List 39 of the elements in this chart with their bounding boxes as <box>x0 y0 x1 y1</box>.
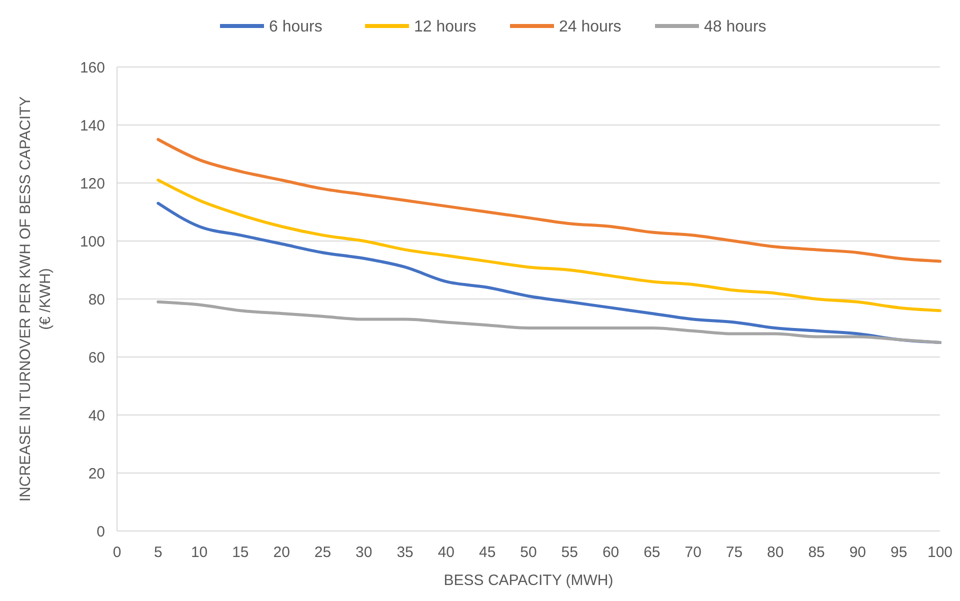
x-tick-label: 45 <box>479 544 496 561</box>
legend-label: 48 hours <box>704 18 766 36</box>
y-tick-label: 100 <box>80 233 105 250</box>
line-series <box>156 138 942 263</box>
x-tick-label: 10 <box>190 544 208 561</box>
y-tick-label: 40 <box>88 407 105 424</box>
x-tick-label: 55 <box>561 544 578 561</box>
x-tick-label: 70 <box>684 544 702 561</box>
y-tick-label: 80 <box>88 291 105 308</box>
x-tick-label: 25 <box>314 544 332 561</box>
x-tick-label: 60 <box>602 544 620 561</box>
y-tick-label: 60 <box>88 349 105 366</box>
y-tick-label: 120 <box>80 175 105 192</box>
x-tick-label: 5 <box>154 544 162 561</box>
x-tick-label: 35 <box>396 544 414 561</box>
x-tick-label: 0 <box>112 544 122 561</box>
x-tick-label: 80 <box>767 544 784 561</box>
x-axis-title: BESS CAPACITY (MWH) <box>444 572 614 589</box>
y-tick-label: 20 <box>88 465 105 482</box>
legend-label: 6 hours <box>269 18 322 36</box>
x-tick-label: 65 <box>644 544 660 561</box>
line-series <box>156 178 942 312</box>
y-tick-label: 0 <box>96 523 105 540</box>
y-tick-label: 160 <box>80 59 105 76</box>
x-tick-label: 90 <box>849 544 866 561</box>
x-tick-label: 85 <box>808 544 825 561</box>
x-tick-label: 100 <box>927 544 953 561</box>
legend-label: 12 hours <box>414 18 476 36</box>
x-tick-label: 95 <box>890 544 908 561</box>
y-axis-title: INCREASE IN TURNOVER PER KWH OF BESS CAPACITY (€ /KWH) <box>17 96 54 502</box>
x-tick-label: 50 <box>520 544 537 561</box>
x-tick-label: 40 <box>438 544 455 561</box>
line-series <box>156 300 942 344</box>
y-tick-label: 140 <box>80 117 105 134</box>
x-tick-label: 30 <box>356 544 372 561</box>
x-tick-label: 20 <box>273 544 290 561</box>
legend-label: 24 hours <box>559 18 622 36</box>
x-tick-label: 15 <box>232 544 249 561</box>
x-tick-label: 75 <box>726 544 743 561</box>
